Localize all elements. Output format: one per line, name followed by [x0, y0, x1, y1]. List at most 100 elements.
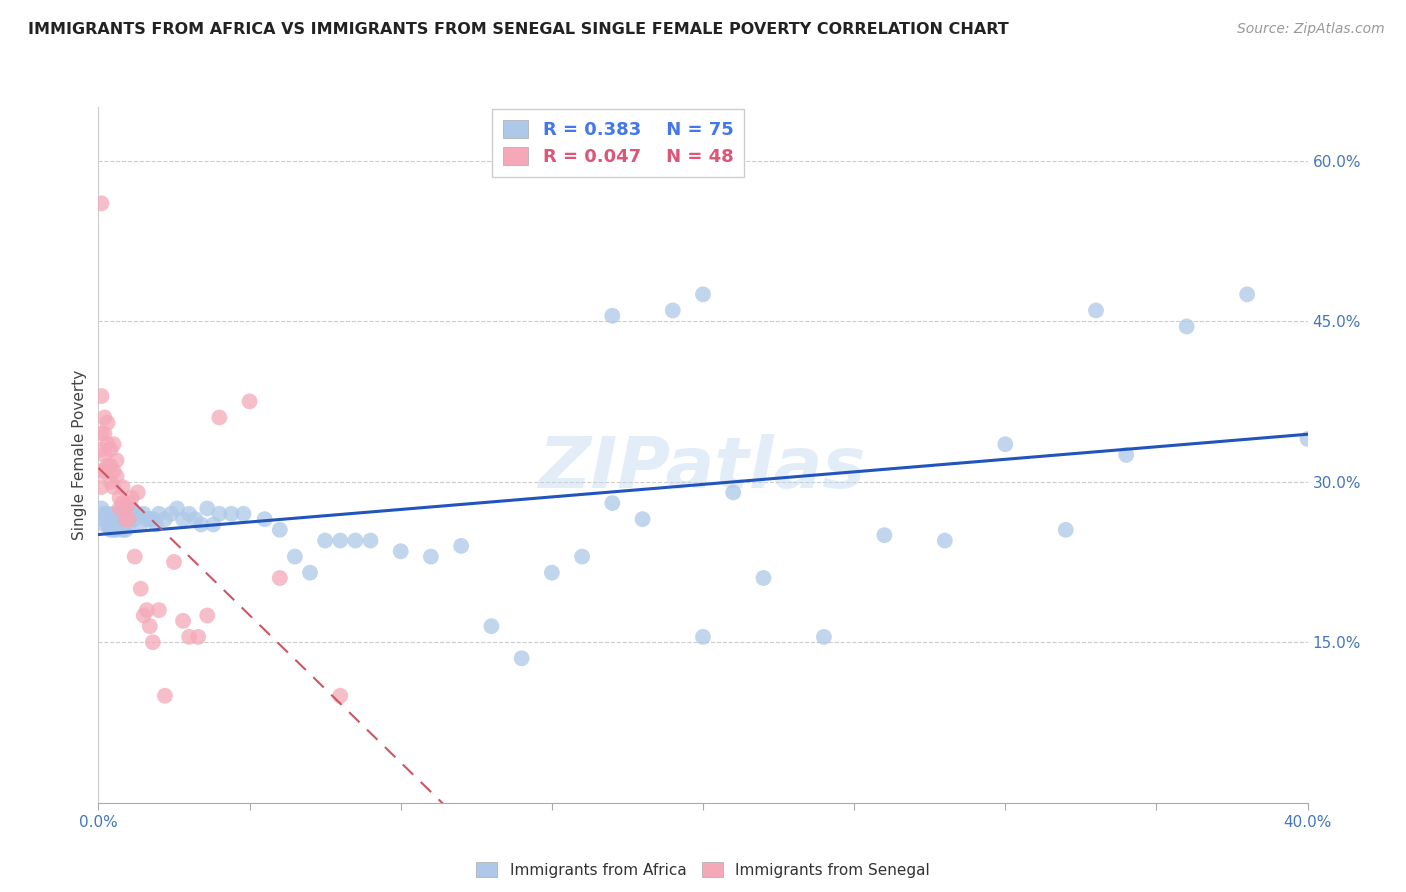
Point	[90, 196, 112, 211]
Point	[1054, 523, 1077, 537]
Point	[602, 309, 624, 323]
Point	[1115, 448, 1137, 462]
Point	[184, 512, 207, 526]
Point	[96, 458, 118, 473]
Point	[142, 512, 165, 526]
Point	[284, 549, 307, 564]
Point	[813, 630, 835, 644]
Point	[571, 549, 593, 564]
Point	[105, 512, 128, 526]
Point	[153, 689, 176, 703]
Point	[221, 507, 243, 521]
Point	[172, 614, 194, 628]
Point	[90, 464, 112, 478]
Point	[90, 480, 112, 494]
Point	[187, 630, 209, 644]
Point	[752, 571, 775, 585]
Text: IMMIGRANTS FROM AFRICA VS IMMIGRANTS FROM SENEGAL SINGLE FEMALE POVERTY CORRELAT: IMMIGRANTS FROM AFRICA VS IMMIGRANTS FRO…	[28, 22, 1010, 37]
Point	[163, 555, 186, 569]
Point	[139, 619, 162, 633]
Point	[90, 512, 112, 526]
Point	[103, 480, 125, 494]
Point	[111, 523, 134, 537]
Point	[111, 496, 134, 510]
Point	[100, 442, 122, 457]
Point	[100, 523, 122, 537]
Point	[360, 533, 382, 548]
Text: Source: ZipAtlas.com: Source: ZipAtlas.com	[1237, 22, 1385, 37]
Point	[121, 491, 143, 505]
Point	[96, 437, 118, 451]
Point	[114, 501, 136, 516]
Point	[93, 448, 115, 462]
Point	[172, 512, 194, 526]
Point	[111, 512, 134, 526]
Point	[314, 533, 336, 548]
Point	[510, 651, 533, 665]
Text: ZIPatlas: ZIPatlas	[540, 434, 866, 503]
Point	[108, 491, 131, 505]
Point	[118, 507, 141, 521]
Point	[195, 501, 218, 516]
Point	[232, 507, 254, 521]
Point	[105, 453, 128, 467]
Point	[299, 566, 322, 580]
Point	[132, 507, 155, 521]
Point	[145, 517, 167, 532]
Point	[631, 512, 654, 526]
Point	[90, 426, 112, 441]
Point	[148, 603, 170, 617]
Point	[114, 512, 136, 526]
Point	[269, 571, 291, 585]
Point	[90, 389, 112, 403]
Point	[118, 496, 141, 510]
Point	[1175, 319, 1198, 334]
Point	[93, 410, 115, 425]
Point	[90, 501, 112, 516]
Point	[135, 603, 157, 617]
Point	[96, 507, 118, 521]
Point	[208, 507, 231, 521]
Point	[450, 539, 472, 553]
Point	[481, 619, 503, 633]
Point	[190, 517, 212, 532]
Point	[166, 501, 188, 516]
Point	[195, 608, 218, 623]
Point	[239, 394, 262, 409]
Legend: Immigrants from Africa, Immigrants from Senegal: Immigrants from Africa, Immigrants from …	[468, 855, 938, 886]
Point	[118, 512, 141, 526]
Point	[108, 517, 131, 532]
Point	[111, 480, 134, 494]
Point	[93, 426, 115, 441]
Point	[723, 485, 745, 500]
Point	[114, 523, 136, 537]
Y-axis label: Single Female Poverty: Single Female Poverty	[72, 370, 87, 540]
Point	[103, 437, 125, 451]
Point	[96, 416, 118, 430]
Point	[994, 437, 1017, 451]
Point	[208, 410, 231, 425]
Point	[93, 507, 115, 521]
Point	[103, 464, 125, 478]
Point	[90, 442, 112, 457]
Point	[100, 512, 122, 526]
Point	[329, 533, 352, 548]
Point	[93, 517, 115, 532]
Point	[692, 287, 714, 301]
Point	[124, 512, 146, 526]
Point	[160, 507, 183, 521]
Point	[127, 507, 149, 521]
Point	[105, 523, 128, 537]
Point	[153, 512, 176, 526]
Point	[132, 608, 155, 623]
Point	[692, 630, 714, 644]
Point	[121, 501, 143, 516]
Point	[135, 512, 157, 526]
Point	[389, 544, 412, 558]
Point	[124, 549, 146, 564]
Point	[96, 517, 118, 532]
Point	[127, 485, 149, 500]
Point	[108, 507, 131, 521]
Point	[1236, 287, 1258, 301]
Point	[329, 689, 352, 703]
